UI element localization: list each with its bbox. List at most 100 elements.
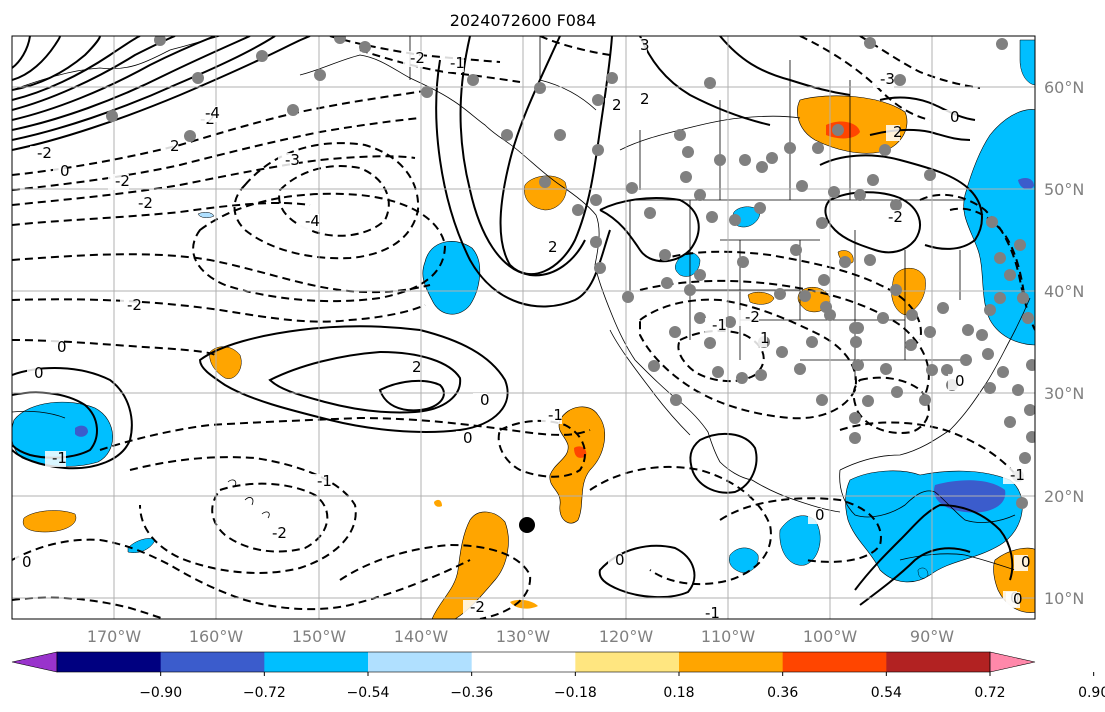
lat-label: 50°N [1044,180,1084,199]
station-dot [794,363,806,375]
station-dot [784,142,796,154]
station-dot [1004,416,1016,428]
station-dot [1022,312,1034,324]
colorbar-segment [886,652,991,672]
station-dot [739,154,751,166]
station-dot [648,360,660,372]
station-dot [670,394,682,406]
station-dot [891,386,903,398]
station-dot [816,217,828,229]
contour-label: -1 [52,449,67,467]
colorbar-extend-high [989,651,1036,673]
colorbar-segment [471,652,576,672]
station-dot [754,202,766,214]
contour-label: 3 [640,36,650,54]
station-dot [694,312,706,324]
station-dot [714,154,726,166]
station-dot [849,432,861,444]
contour-label: 0 [57,338,67,356]
station-dot [996,38,1008,50]
contour-label: 0 [34,364,44,382]
contour-label: 2 [893,123,903,141]
station-dot [994,252,1006,264]
map-title: 2024072600 F084 [450,11,597,30]
lon-label: 100°W [803,627,858,646]
station-dot [736,372,748,384]
contour-label: 0 [60,162,70,180]
station-markers [106,36,1035,509]
station-dot [828,186,840,198]
graticule [12,36,1035,619]
station-dot [839,256,851,268]
station-dot [812,142,824,154]
contour-label: -2 [745,308,760,326]
colorbar-segment [57,652,162,672]
colorbar-tick-label: −0.90 [139,685,182,701]
station-dot [941,364,953,376]
map-panel: -223-2-4-4-3-2-10-20-10-2-4-3-22220-20-1… [11,35,1036,620]
station-dot [986,216,998,228]
lon-label: 160°W [189,627,244,646]
lat-label: 20°N [1044,487,1084,506]
station-dot [1017,292,1029,304]
contour-label: -1 [712,316,727,334]
station-dot [890,199,902,211]
station-dot [852,359,864,371]
station-dot [1026,359,1035,371]
contour-label: -2 [888,208,903,226]
station-dot [799,290,811,302]
station-dot [674,129,686,141]
station-dot [106,110,118,122]
contour-label: -4 [205,104,220,122]
colorbar-ticks: −0.90 −0.72 −0.54 −0.36 −0.18 0.18 0.36 0.54 0.7… [139,672,1105,701]
lon-label: 140°W [394,627,449,646]
contour-label: -1 [548,406,563,424]
station-dot [790,244,802,256]
lat-label: 10°N [1044,589,1084,608]
positive-contours [12,36,1014,606]
station-dot [359,41,371,53]
colorbar-tick-label: 0.72 [974,685,1005,701]
station-dot [890,284,902,296]
station-dot [818,274,830,286]
station-dot [850,336,862,348]
station-dot [854,189,866,201]
station-dot [592,144,604,156]
station-dot [659,249,671,261]
contour-label: -2 [410,49,425,67]
lon-label: 90°W [910,627,954,646]
station-dot [962,324,974,336]
colorbar-extend-low [11,651,58,673]
station-dot [766,152,778,164]
station-dot [776,346,788,358]
contour-label: 0 [955,372,965,390]
station-dot [864,254,876,266]
colorbar-segments [11,651,1036,673]
contour-label: -2 [115,172,130,190]
station-dot [737,256,749,268]
contour-label: -2 [272,524,287,542]
station-dot [154,36,166,46]
colorbar-tick-label: −0.18 [554,685,597,701]
colorbar-tick-label: 0.18 [663,685,694,701]
colorbar-segment [679,652,784,672]
station-dot [905,339,917,351]
station-dot [1019,452,1031,464]
station-dot [832,124,844,136]
station-dot [984,304,996,316]
station-dot [1016,497,1028,509]
station-dot [880,363,892,375]
contour-label: -3 [285,151,300,169]
contour-labels: -223-2-4-4-3-2-10-20-10-2-4-3-22220-20-1… [15,36,1031,619]
lon-label: 120°W [599,627,654,646]
station-dot [756,161,768,173]
station-dot [894,74,906,86]
station-dot [774,288,786,300]
contour-label: 2 [612,96,622,114]
station-dot [467,74,479,86]
station-dot [626,182,638,194]
station-dot [1024,404,1035,416]
colorbar-segment [264,652,369,672]
lon-label: 150°W [292,627,347,646]
